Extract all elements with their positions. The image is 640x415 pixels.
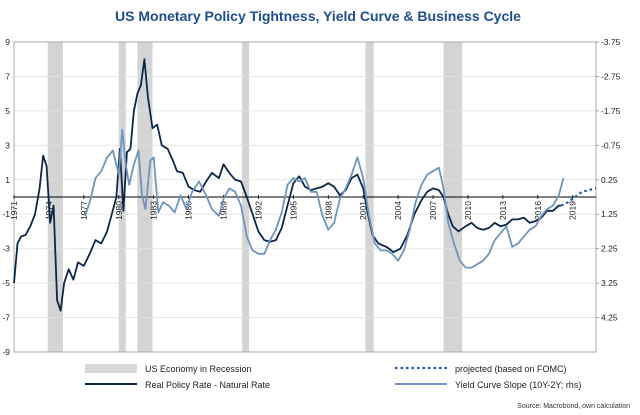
y-right-tick-label: -0.75 <box>601 140 621 150</box>
x-tick-label: 1992 <box>253 201 263 220</box>
x-tick-label: 1998 <box>323 201 333 220</box>
x-axis: 1971 1974 1977 1980 1983 1986 1989 1992 1995 1998… <box>9 195 578 220</box>
y-right-tick-label: 0.25 <box>601 175 618 185</box>
y-left-tick-label: -9 <box>2 347 10 357</box>
y-left-tick-label: -1 <box>2 209 10 219</box>
y-left-tick-label: -3 <box>2 244 10 254</box>
x-tick-label: 2016 <box>533 201 543 220</box>
x-tick-label: 2019 <box>568 201 578 220</box>
x-tick-label: 2004 <box>393 201 403 220</box>
legend-label-projected: projected (based on FOMC) <box>455 364 567 374</box>
x-tick-label: 2007 <box>428 201 438 220</box>
y-axis-right: -3.75 -2.75 -1.75 -0.75 0.25 1.25 2.25 3.25 4.25 <box>596 37 621 323</box>
x-tick-label: 2013 <box>498 201 508 220</box>
source-note: Source: Macrobond, own calculation <box>517 403 630 410</box>
y-left-tick-label: -5 <box>2 278 10 288</box>
series-line-1 <box>84 128 565 269</box>
series-line-2 <box>560 187 597 207</box>
y-left-tick-label: 1 <box>5 175 10 185</box>
legend-label-real-policy: Real Policy Rate - Natural Rate <box>145 380 270 390</box>
y-right-tick-label: 4.25 <box>601 313 618 323</box>
x-tick-label: 1980 <box>114 201 124 220</box>
series-lines <box>13 58 597 312</box>
y-left-tick-label: 5 <box>5 106 10 116</box>
y-right-tick-label: 1.25 <box>601 209 618 219</box>
x-tick-label: 1986 <box>184 201 194 220</box>
legend-swatch-recession <box>85 364 137 373</box>
x-tick-label: 1971 <box>9 201 19 220</box>
y-left-tick-label: 3 <box>5 140 10 150</box>
x-tick-label: 1995 <box>288 201 298 220</box>
y-right-tick-label: -2.75 <box>601 71 621 81</box>
legend-label-recession: US Economy in Recession <box>145 364 252 374</box>
x-tick-label: 1983 <box>149 201 159 220</box>
y-right-tick-label: -3.75 <box>601 37 621 47</box>
y-left-tick-label: 7 <box>5 71 10 81</box>
y-left-tick-label: 9 <box>5 37 10 47</box>
y-left-tick-label: -7 <box>2 313 10 323</box>
y-axis-left: 9 7 5 3 1 -1 -3 -5 -7 -9 <box>2 37 10 357</box>
x-tick-label: 2010 <box>463 201 473 220</box>
y-right-tick-label: -1.75 <box>601 106 621 116</box>
x-tick-label: 2001 <box>358 201 368 220</box>
legend-label-yield-curve: Yield Curve Slope (10Y-2Y; rhs) <box>455 380 581 390</box>
x-tick-label: 1989 <box>219 201 229 220</box>
y-right-tick-label: 2.25 <box>601 244 618 254</box>
y-right-tick-label: 3.25 <box>601 278 618 288</box>
x-tick-label: 1977 <box>79 201 89 220</box>
legend: US Economy in Recession projected (based… <box>85 364 581 390</box>
series-line-0 <box>13 58 562 312</box>
chart-title: US Monetary Policy Tightness, Yield Curv… <box>115 8 521 24</box>
